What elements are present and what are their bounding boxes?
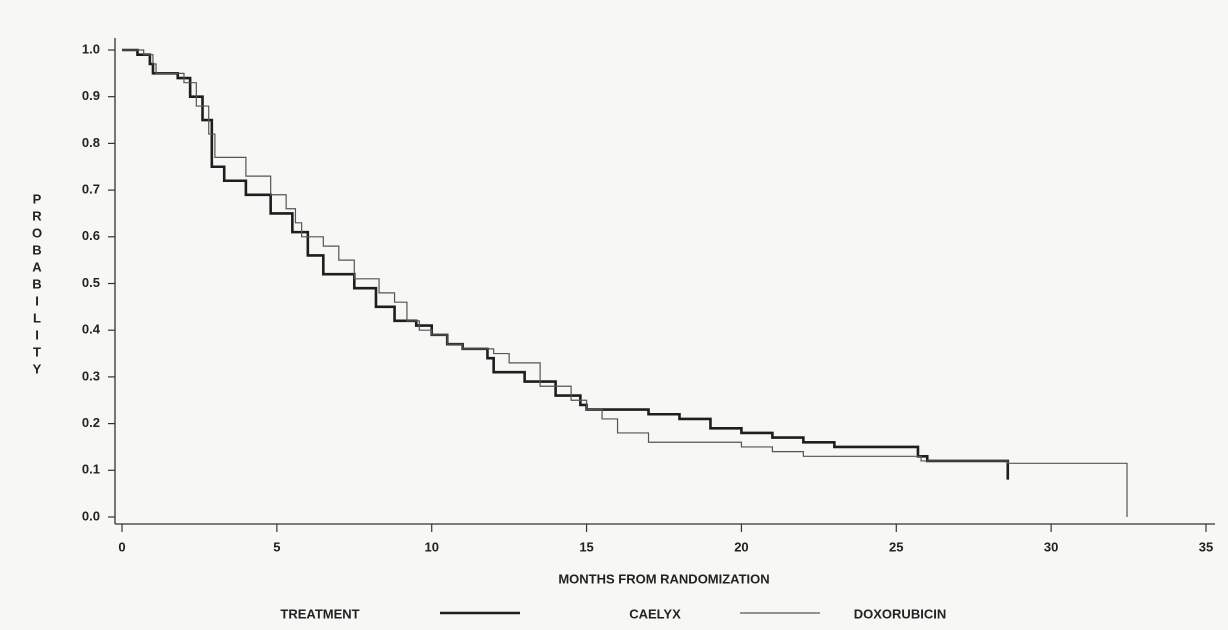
y-tick-label: 0.6 (82, 228, 100, 243)
x-tick-label: 10 (424, 539, 438, 554)
y-axis-label: PROBABILITY (30, 192, 45, 379)
y-tick-label: 0.8 (82, 135, 100, 150)
survival-curve (122, 49, 1128, 517)
legend-label: CAELYX (629, 606, 681, 621)
legend-label: DOXORUBICIN (854, 606, 946, 621)
x-tick-label: 20 (734, 539, 748, 554)
y-tick-label: 0.4 (82, 322, 101, 337)
y-tick-label: 1.0 (82, 41, 100, 56)
y-tick-label: 0.7 (82, 182, 100, 197)
y-tick-label: 0.3 (82, 368, 100, 383)
x-tick-label: 30 (1044, 539, 1058, 554)
x-axis-label: MONTHS FROM RANDOMIZATION (558, 571, 769, 586)
survival-curve (122, 48, 1010, 480)
x-tick-label: 5 (273, 539, 280, 554)
y-tick-label: 0.5 (82, 275, 100, 290)
x-tick-label: 0 (118, 539, 125, 554)
x-tick-label: 15 (579, 539, 593, 554)
x-tick-label: 35 (1199, 539, 1213, 554)
y-tick-label: 0.2 (82, 415, 100, 430)
y-tick-label: 0.0 (82, 508, 100, 523)
legend-title: TREATMENT (280, 606, 359, 621)
y-tick-label: 0.9 (82, 88, 100, 103)
y-tick-label: 0.1 (82, 462, 100, 477)
x-tick-label: 25 (889, 539, 903, 554)
